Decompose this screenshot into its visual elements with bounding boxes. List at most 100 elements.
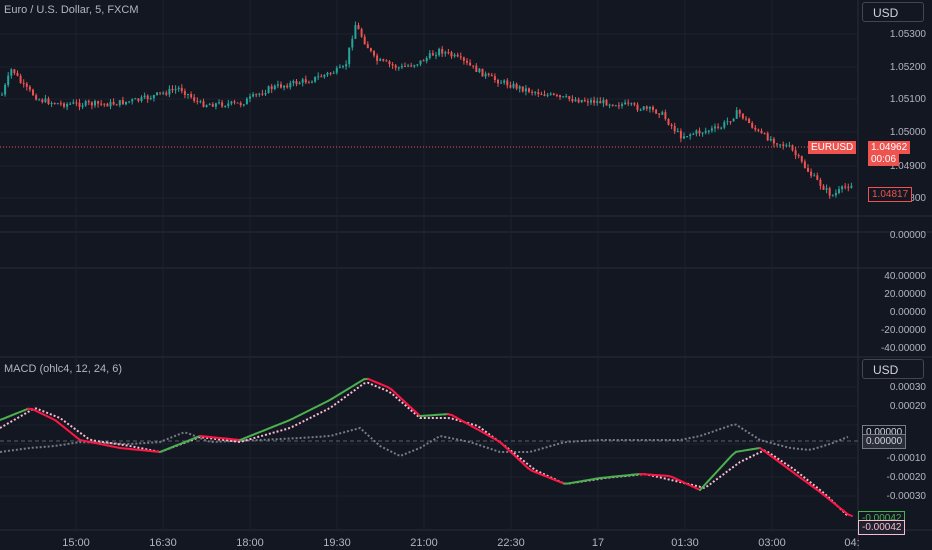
- candle-body: [97, 101, 100, 104]
- candle-body: [360, 29, 363, 37]
- candle-body: [363, 36, 366, 45]
- candle-body: [214, 103, 217, 107]
- candle-body: [466, 60, 468, 63]
- candle-body: [335, 67, 338, 73]
- candle-body: [397, 67, 400, 69]
- candle-body: [515, 83, 518, 89]
- osc-label-4: -20.00000: [880, 325, 926, 336]
- candle-body: [87, 101, 90, 103]
- candle-body: [345, 64, 348, 67]
- candle-body: [803, 161, 806, 168]
- candle-body: [121, 100, 124, 105]
- candle-body: [348, 47, 351, 65]
- candle-body: [422, 60, 425, 62]
- candle-body: [7, 75, 10, 85]
- candle-body: [38, 99, 41, 101]
- candle-body: [289, 82, 292, 88]
- candle-body: [143, 95, 146, 98]
- candle-body: [555, 94, 558, 96]
- osc-label-1: 40.00000: [884, 271, 926, 282]
- candle-body: [183, 91, 186, 95]
- candle-body: [760, 130, 763, 134]
- candle-body: [673, 125, 676, 132]
- candle-body: [400, 65, 403, 68]
- candle-body: [695, 130, 698, 134]
- candle-body: [689, 134, 692, 137]
- candle-body: [710, 128, 713, 131]
- macd-tag-signal: -0.00042: [858, 520, 906, 535]
- candle-body: [1, 94, 3, 96]
- candle-body: [534, 92, 537, 94]
- candle-body: [90, 102, 93, 106]
- macd-currency-button[interactable]: USD: [862, 359, 924, 379]
- candle-body: [379, 59, 382, 61]
- candle-body: [810, 171, 813, 176]
- candle-body: [28, 86, 31, 90]
- candle-body: [311, 81, 313, 83]
- candle-body: [404, 65, 406, 67]
- candle-body: [751, 123, 754, 128]
- candle-body: [131, 99, 134, 102]
- candle-body: [261, 93, 264, 95]
- candle-body: [769, 138, 772, 141]
- time-label-2: 16:30: [149, 537, 177, 549]
- time-label-8: 01:30: [671, 537, 699, 549]
- candle-body: [757, 129, 760, 131]
- candle-body: [639, 109, 642, 111]
- candle-body: [686, 136, 689, 138]
- osc-label-3: 0.00000: [889, 307, 926, 318]
- candle-body: [605, 99, 608, 106]
- candle-body: [745, 118, 747, 120]
- candle-body: [342, 66, 344, 68]
- candle-body: [797, 155, 800, 157]
- candle-body: [484, 73, 487, 77]
- candle-body: [738, 110, 741, 114]
- candle-body: [84, 101, 87, 106]
- candle-body: [75, 102, 78, 104]
- macd-label-3: -0.00010: [886, 453, 926, 464]
- candle-body: [410, 65, 413, 67]
- candle-body: [506, 80, 509, 86]
- candle-body: [320, 76, 323, 78]
- candle-body: [503, 80, 506, 83]
- candle-body: [658, 113, 661, 115]
- candle-body: [224, 105, 227, 107]
- candle-body: [264, 93, 267, 95]
- currency-button[interactable]: USD: [862, 2, 924, 22]
- candle-body: [664, 112, 667, 119]
- candle-body: [701, 132, 704, 134]
- candle-body: [825, 188, 828, 190]
- macd-title[interactable]: MACD (ohlc4, 12, 24, 6): [4, 363, 122, 375]
- candle-body: [844, 186, 847, 188]
- candle-body: [453, 54, 456, 57]
- candle-body: [100, 103, 103, 105]
- candle-body: [670, 124, 673, 126]
- candle-body: [599, 101, 602, 104]
- candle-body: [332, 72, 335, 74]
- candle-body: [828, 188, 831, 196]
- candle-body: [304, 79, 307, 83]
- candle-body: [648, 107, 651, 109]
- candle-body: [714, 126, 716, 129]
- candle-body: [791, 145, 794, 151]
- time-label-3: 18:00: [236, 537, 264, 549]
- candle-body: [286, 85, 289, 88]
- price-label-2: 1.05200: [889, 62, 926, 73]
- candle-body: [205, 105, 208, 107]
- candle-body: [326, 72, 329, 75]
- candle-body: [66, 103, 69, 107]
- candle-body: [500, 82, 503, 84]
- symbol-title[interactable]: Euro / U.S. Dollar, 5, FXCM: [4, 4, 139, 16]
- price-label-5: 1.04900: [889, 161, 926, 172]
- candle-body: [187, 94, 189, 96]
- candle-body: [165, 92, 168, 95]
- candle-body: [196, 100, 199, 102]
- candle-body: [481, 68, 484, 77]
- candle-body: [741, 113, 744, 119]
- candle-body: [16, 73, 19, 76]
- candle-body: [518, 86, 521, 89]
- candle-body: [94, 101, 96, 106]
- macd-label-1: 0.00030: [889, 382, 926, 393]
